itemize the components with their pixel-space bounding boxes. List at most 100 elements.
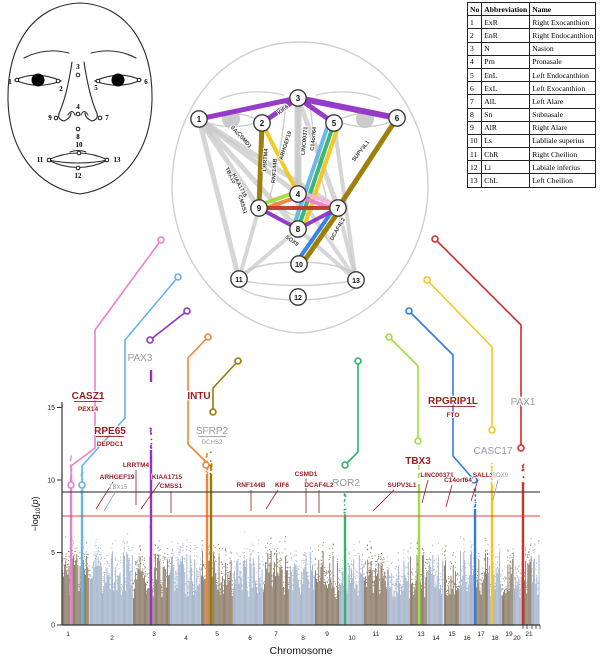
network-node	[289, 89, 307, 107]
gene-label: DCHS2	[202, 440, 223, 446]
landmark-dot	[75, 165, 81, 171]
table-cell: Pronasale	[529, 54, 597, 69]
landmark-dot	[14, 77, 20, 83]
callout-endpoint	[470, 476, 478, 484]
gene-label: ROR2	[332, 478, 360, 489]
locus-column	[343, 516, 347, 625]
table-cell: Right Endocanthion	[529, 28, 597, 43]
network-edge-label: C14orf64	[310, 126, 319, 151]
gene-label: KIF6	[275, 482, 289, 489]
callout-line	[426, 279, 493, 430]
table-row: 5 EnL Left Endocanthion	[466, 67, 597, 83]
landmark-number: 10	[76, 141, 84, 149]
network-node	[289, 220, 307, 238]
gene-label: RPE65	[94, 426, 126, 437]
table-cell: 7	[466, 94, 483, 109]
network-edge-label: LRRTM4	[262, 148, 270, 172]
table-header: Abbreviation	[481, 1, 531, 17]
table-row: 3 N Nasion	[466, 41, 597, 56]
network-edge	[256, 120, 265, 211]
network-node-number: 7	[336, 204, 341, 213]
table-cell: ChR	[481, 147, 531, 162]
y-tick-label: 10	[47, 478, 55, 485]
callout-line	[344, 361, 359, 466]
chromosome-tick-label: 1	[66, 631, 70, 638]
chromosome-tick-label: 19	[505, 631, 513, 638]
network-node	[230, 270, 248, 288]
chromosome-tick-label: 2	[110, 635, 114, 642]
callout-line	[70, 239, 162, 485]
callout-line	[149, 310, 188, 341]
table-row: 6 ExL Left Exocanthion	[466, 81, 597, 96]
landmark-dot	[97, 115, 103, 121]
chromosome-tick-label: 13	[417, 631, 425, 638]
landmark-dot	[46, 157, 52, 163]
network-node-number: 10	[295, 262, 303, 269]
table-cell: ChL	[481, 173, 531, 188]
locus-column	[209, 474, 213, 625]
table-header: Name	[529, 1, 597, 17]
chromosome-tick-label: 6	[248, 635, 252, 642]
callout-line	[388, 336, 419, 441]
network-node-number: 13	[352, 278, 360, 285]
table-cell: Subnasale	[529, 107, 597, 122]
gene-label: C14orf64	[444, 477, 472, 484]
callout-endpoint	[423, 276, 431, 284]
table-cell: AlL	[481, 94, 531, 109]
gene-label: SUPV3L1	[388, 482, 417, 489]
table-row: 12 Li Labiale inferius	[466, 160, 597, 175]
landmark-dot	[53, 115, 59, 121]
table-row: 9 AlR Right Alare	[466, 120, 597, 135]
x-axis-title: Chromosome	[269, 645, 332, 657]
network-node-number: 1	[197, 115, 202, 124]
locus-column	[521, 484, 525, 625]
network-node	[190, 110, 208, 128]
callout-endpoint	[209, 408, 217, 416]
gene-label: CASZ1	[72, 391, 105, 402]
table-cell: AlR	[481, 120, 531, 135]
callout-endpoint	[202, 461, 210, 469]
chromosome-tick-label: 11	[373, 631, 380, 638]
gene-label: PEX14	[78, 406, 99, 413]
gene-label: ARHGEF19	[100, 474, 135, 481]
network-node-number: 12	[294, 295, 302, 302]
table-cell: Left Endocanthion	[529, 67, 597, 83]
table-cell: Left Cheilion	[529, 173, 597, 188]
locus-column	[490, 484, 494, 625]
landmark-dot	[75, 72, 81, 78]
network-edge	[196, 116, 242, 282]
callout-endpoint	[204, 333, 212, 341]
table-cell: Labiale inferius	[529, 160, 597, 175]
gene-label: INTU	[187, 391, 210, 402]
table-cell: ExR	[481, 15, 531, 30]
manhattan-plot: 051015123456789101112131415161718192021C…	[30, 235, 541, 657]
network-edge	[298, 206, 343, 268]
callout-endpoint	[414, 437, 422, 445]
gene-pointer-line	[492, 479, 499, 501]
table-cell: Left Exocanthion	[529, 81, 597, 96]
table-cell: 6	[466, 81, 483, 96]
gene-label: SFRP2	[196, 426, 229, 437]
table-cell: Right Alare	[529, 120, 597, 135]
chromosome-tick-label: 18	[491, 635, 499, 642]
table-row: 13 ChL Left Cheilion	[466, 173, 597, 188]
abbreviation-table: No Abbreviation Name 1 ExR Right Exocanthion 2…	[466, 1, 597, 188]
network-node	[289, 288, 307, 306]
callout-endpoint	[146, 336, 154, 344]
gene-label: LRRTM4	[123, 462, 150, 469]
table-cell: 13	[466, 173, 483, 188]
gene-label: RPGRIP1L	[428, 396, 478, 407]
chromosome-tick-label: 7	[274, 631, 278, 638]
locus-column	[205, 474, 209, 625]
gene-pointer-line	[95, 481, 114, 510]
landmark-dot	[55, 78, 61, 84]
network-node-number: 2	[260, 119, 265, 128]
y-axis-title: −log10(p)	[30, 497, 42, 532]
gene-pointer-line	[421, 479, 429, 504]
callout-endpoint	[67, 481, 75, 489]
network-node-number: 6	[395, 114, 400, 123]
y-tick-label: 0	[51, 623, 55, 630]
landmark-number: 6	[144, 78, 148, 86]
